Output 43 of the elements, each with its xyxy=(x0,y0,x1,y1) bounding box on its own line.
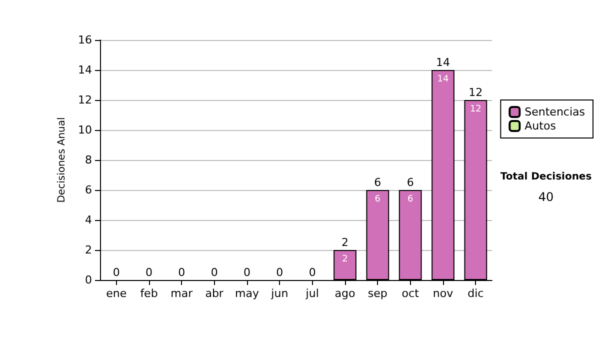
x-tick-label: nov xyxy=(432,287,454,300)
total-label: 6 xyxy=(406,176,414,189)
y-tick-label: 2 xyxy=(85,244,92,256)
x-tick-label: sep xyxy=(368,287,388,300)
total-label: 0 xyxy=(178,266,186,279)
total-label: 0 xyxy=(146,266,152,279)
text: Total Decisiones xyxy=(500,172,592,182)
x-tick-label: may xyxy=(235,287,260,300)
total-label: 2 xyxy=(342,236,348,249)
total-label: 6 xyxy=(374,176,382,189)
total-label: 0 xyxy=(210,266,218,279)
y-tick-label: 6 xyxy=(85,184,92,196)
data-label: 6 xyxy=(407,194,414,204)
y-tick-label: 10 xyxy=(78,124,92,136)
total-label: 0 xyxy=(276,266,284,279)
y-axis-title: Decisiones Anual xyxy=(56,117,68,203)
legend-label: Autos xyxy=(524,120,556,132)
x-tick-label: dic xyxy=(468,287,484,300)
x-tick-label: ene xyxy=(106,287,127,300)
data-label: 12 xyxy=(470,104,482,114)
total-label: 0 xyxy=(244,266,250,279)
total-label: 0 xyxy=(112,266,120,279)
x-tick-label: ago xyxy=(334,287,356,300)
legend-label: Sentencias xyxy=(524,106,586,118)
x-tick-label: mar xyxy=(170,287,194,300)
y-tick-label: 14 xyxy=(78,64,92,76)
x-tick-label: feb xyxy=(140,287,158,300)
x-tick-label: jul xyxy=(304,287,319,300)
y-tick-label: 0 xyxy=(85,274,92,286)
text: 40 xyxy=(538,190,554,204)
y-tick-label: 12 xyxy=(78,94,92,106)
x-tick-label: oct xyxy=(402,287,420,300)
total-label: 14 xyxy=(436,56,450,69)
total-label: 0 xyxy=(308,266,316,279)
data-label: 2 xyxy=(342,254,348,264)
y-tick-label: 16 xyxy=(78,34,92,46)
x-tick-label: jun xyxy=(270,287,288,300)
data-label: 14 xyxy=(437,74,449,84)
data-label: 6 xyxy=(374,194,381,204)
total-label: 12 xyxy=(468,86,483,99)
y-tick-label: 4 xyxy=(85,214,92,226)
x-tick-label: abr xyxy=(205,287,224,300)
y-tick-label: 8 xyxy=(85,154,92,166)
